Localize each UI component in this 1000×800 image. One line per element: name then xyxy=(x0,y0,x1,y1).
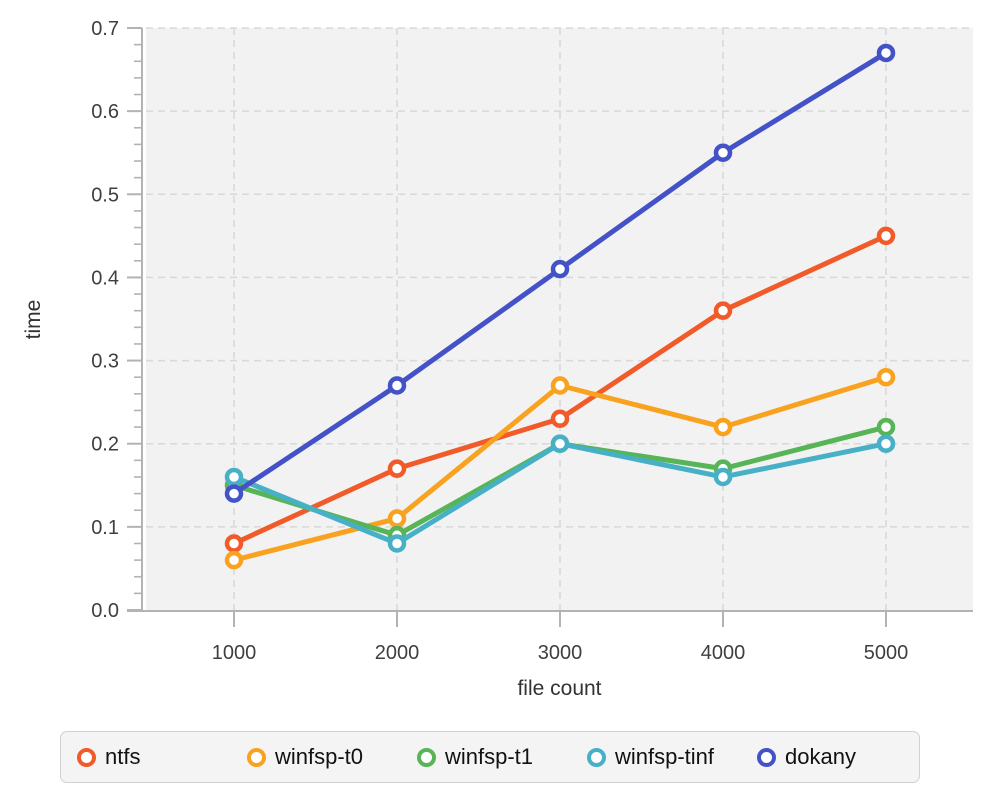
x-tick-label: 5000 xyxy=(864,642,909,664)
plot-area: 0.0 0.1 0.2 0.3 0.4 0.5 0.6 0.7 1000 2000 3000 4000… xyxy=(22,18,973,700)
series-marker-winfsp-tinf xyxy=(224,467,244,487)
legend-marker-icon xyxy=(77,747,96,767)
series-marker-winfsp-tinf xyxy=(550,434,570,453)
series-marker-ntfs xyxy=(550,409,570,429)
legend-label: winfsp-tinf xyxy=(615,744,715,769)
legend-label: dokany xyxy=(785,744,856,769)
series-marker-winfsp-t1 xyxy=(876,417,896,437)
y-tick-label: 0.7 xyxy=(91,18,119,40)
series-marker-winfsp-t0 xyxy=(224,550,244,570)
series-marker-dokany xyxy=(387,376,407,395)
legend-item-winfsp-t0: winfsp-t0 xyxy=(247,746,417,768)
series-marker-dokany xyxy=(713,143,733,162)
legend-label: ntfs xyxy=(105,744,141,769)
series-marker-dokany xyxy=(550,259,570,279)
series-marker-dokany xyxy=(224,484,244,503)
y-tick-label: 0.0 xyxy=(91,600,119,622)
series-marker-winfsp-t0 xyxy=(713,417,733,437)
x-tick-label: 3000 xyxy=(538,642,583,664)
series-marker-winfsp-tinf xyxy=(876,434,896,453)
series-marker-winfsp-t0 xyxy=(876,367,896,387)
y-tick-label: 0.1 xyxy=(91,517,119,539)
legend-item-winfsp-tinf: winfsp-tinf xyxy=(587,746,757,768)
series-marker-ntfs xyxy=(713,301,733,320)
series-marker-dokany xyxy=(876,43,896,63)
y-tick-label: 0.5 xyxy=(91,184,119,206)
legend-marker-icon xyxy=(247,747,266,767)
legend-item-ntfs: ntfs xyxy=(77,746,247,768)
x-axis-title: file count xyxy=(517,677,601,700)
x-tick-label: 2000 xyxy=(375,642,420,664)
legend-label: winfsp-t0 xyxy=(275,744,364,769)
y-axis-title: time xyxy=(22,300,45,340)
series-marker-winfsp-tinf xyxy=(713,467,733,487)
series-marker-ntfs xyxy=(387,459,407,478)
series-marker-winfsp-t0 xyxy=(387,509,407,528)
legend-label: winfsp-t1 xyxy=(445,744,534,769)
x-tick-label: 4000 xyxy=(701,642,746,664)
series-marker-ntfs xyxy=(224,534,244,553)
y-tick-label: 0.3 xyxy=(91,351,119,373)
legend-marker-icon xyxy=(417,747,436,767)
legend: ntfs winfsp-t0 winfsp-t1 winfsp-tinf dokany xyxy=(60,731,920,783)
series-marker-ntfs xyxy=(876,226,896,246)
y-tick-label: 0.2 xyxy=(91,434,119,456)
legend-marker-icon xyxy=(757,747,776,767)
series-marker-winfsp-t0 xyxy=(550,376,570,395)
x-tick-label: 1000 xyxy=(212,642,257,664)
legend-item-dokany: dokany xyxy=(757,746,856,768)
y-tick-label: 0.6 xyxy=(91,101,119,123)
legend-item-winfsp-t1: winfsp-t1 xyxy=(417,746,587,768)
series-marker-winfsp-tinf xyxy=(387,534,407,553)
legend-marker-icon xyxy=(587,747,606,767)
y-tick-label: 0.4 xyxy=(91,267,119,289)
